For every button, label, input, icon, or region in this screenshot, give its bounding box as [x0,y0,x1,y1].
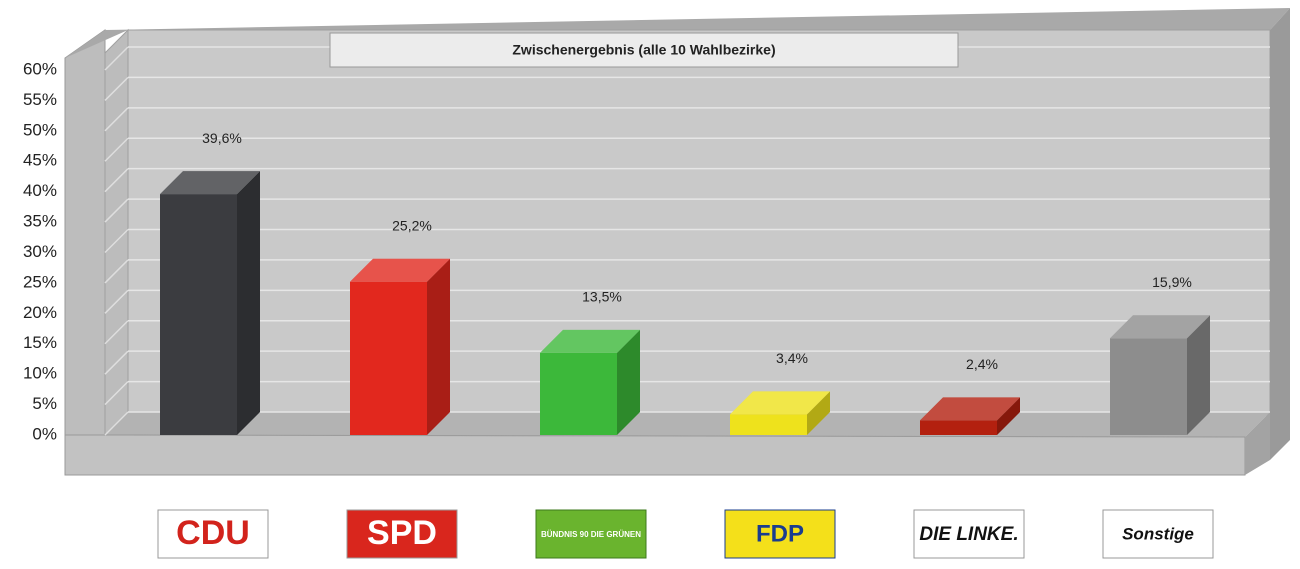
logo-box [724,509,836,559]
value-label: 15,9% [1152,274,1192,290]
title-box [329,32,959,68]
bar-top-shade [920,397,1020,421]
bar-top [160,171,260,195]
y-tick-label: 10% [23,364,57,383]
bar-top-shade [540,329,640,353]
floor [105,412,1270,437]
floor-front [64,434,1246,476]
bar-top-shade [730,391,830,415]
value-label: 3,4% [776,350,808,366]
grid-line-side [104,168,129,193]
bar [920,420,997,435]
bar-side [427,258,450,435]
bar-side-shade [807,391,830,435]
bar-side [997,397,1020,435]
x-tick-label: DIE LINKE. [919,524,1018,545]
bar-top-shade [1110,315,1210,339]
bar-top [1110,315,1210,339]
grid-line-side [104,289,129,314]
grid-line-side [104,198,129,223]
bar-side [807,391,830,435]
y-tick-label: 55% [23,90,57,109]
bar-side [237,171,260,435]
y-tick-label: 35% [23,212,57,231]
bar-top-shade [350,258,450,282]
y-tick-label: 45% [23,151,57,170]
value-label: 2,4% [966,356,998,372]
bar-side-shade [997,397,1020,435]
y-tick-label: 30% [23,242,57,261]
y-tick-label: 40% [23,181,57,200]
y-tick-label: 25% [23,272,57,291]
bar-top [540,329,640,353]
logo-box [535,509,647,559]
grid-line-side [104,107,129,132]
back-wall [127,29,1271,416]
grid-line-side [104,350,129,375]
grid-line-side [104,259,129,284]
top-edge [65,8,1290,58]
x-tick-label: SPD [367,514,437,552]
value-label: 25,2% [392,217,432,233]
bar-side-shade [1187,315,1210,435]
bar-side-shade [427,258,450,435]
logo-box [913,509,1025,559]
y-tick-label: 15% [23,333,57,352]
bar [730,414,807,435]
value-label: 39,6% [202,130,242,146]
logo-box [157,509,269,559]
x-tick-label: Sonstige [1122,524,1194,543]
value-label: 13,5% [582,289,622,305]
y-tick-label: 5% [32,394,57,413]
grid-line-side [104,228,129,254]
bar [1110,338,1187,435]
x-tick-label: BÜNDNIS 90 DIE GRÜNEN [541,530,641,539]
grid-line-side [104,320,129,345]
y-tick-label: 50% [23,120,57,139]
left-panel [64,29,106,476]
bar-side-shade [617,329,640,435]
logo-box [346,509,458,559]
bar [540,352,617,435]
bar [350,281,427,435]
grid-line-side [104,137,129,162]
bar [160,194,237,435]
chart-title: Zwischenergebnis (alle 10 Wahlbezirke) [512,42,775,58]
bar-top-shade [160,171,260,195]
right-edge [1270,8,1290,460]
bar-top [920,397,1020,421]
grid-line-side [104,411,129,436]
grid-line-side [104,46,129,71]
floor-side [1245,412,1270,475]
y-tick-label: 0% [32,424,57,443]
logo-box [1102,509,1214,559]
grid-line-side [104,76,129,101]
bar-side-shade [237,171,260,435]
bar-side [617,329,640,435]
bar-top [730,391,830,415]
y-tick-label: 20% [23,303,57,322]
x-tick-label: CDU [176,514,250,552]
bar-side [1187,315,1210,435]
grid-line-side [104,381,129,406]
bar-top [350,258,450,282]
x-tick-label: FDP [756,520,804,547]
y-tick-label: 60% [23,59,57,78]
